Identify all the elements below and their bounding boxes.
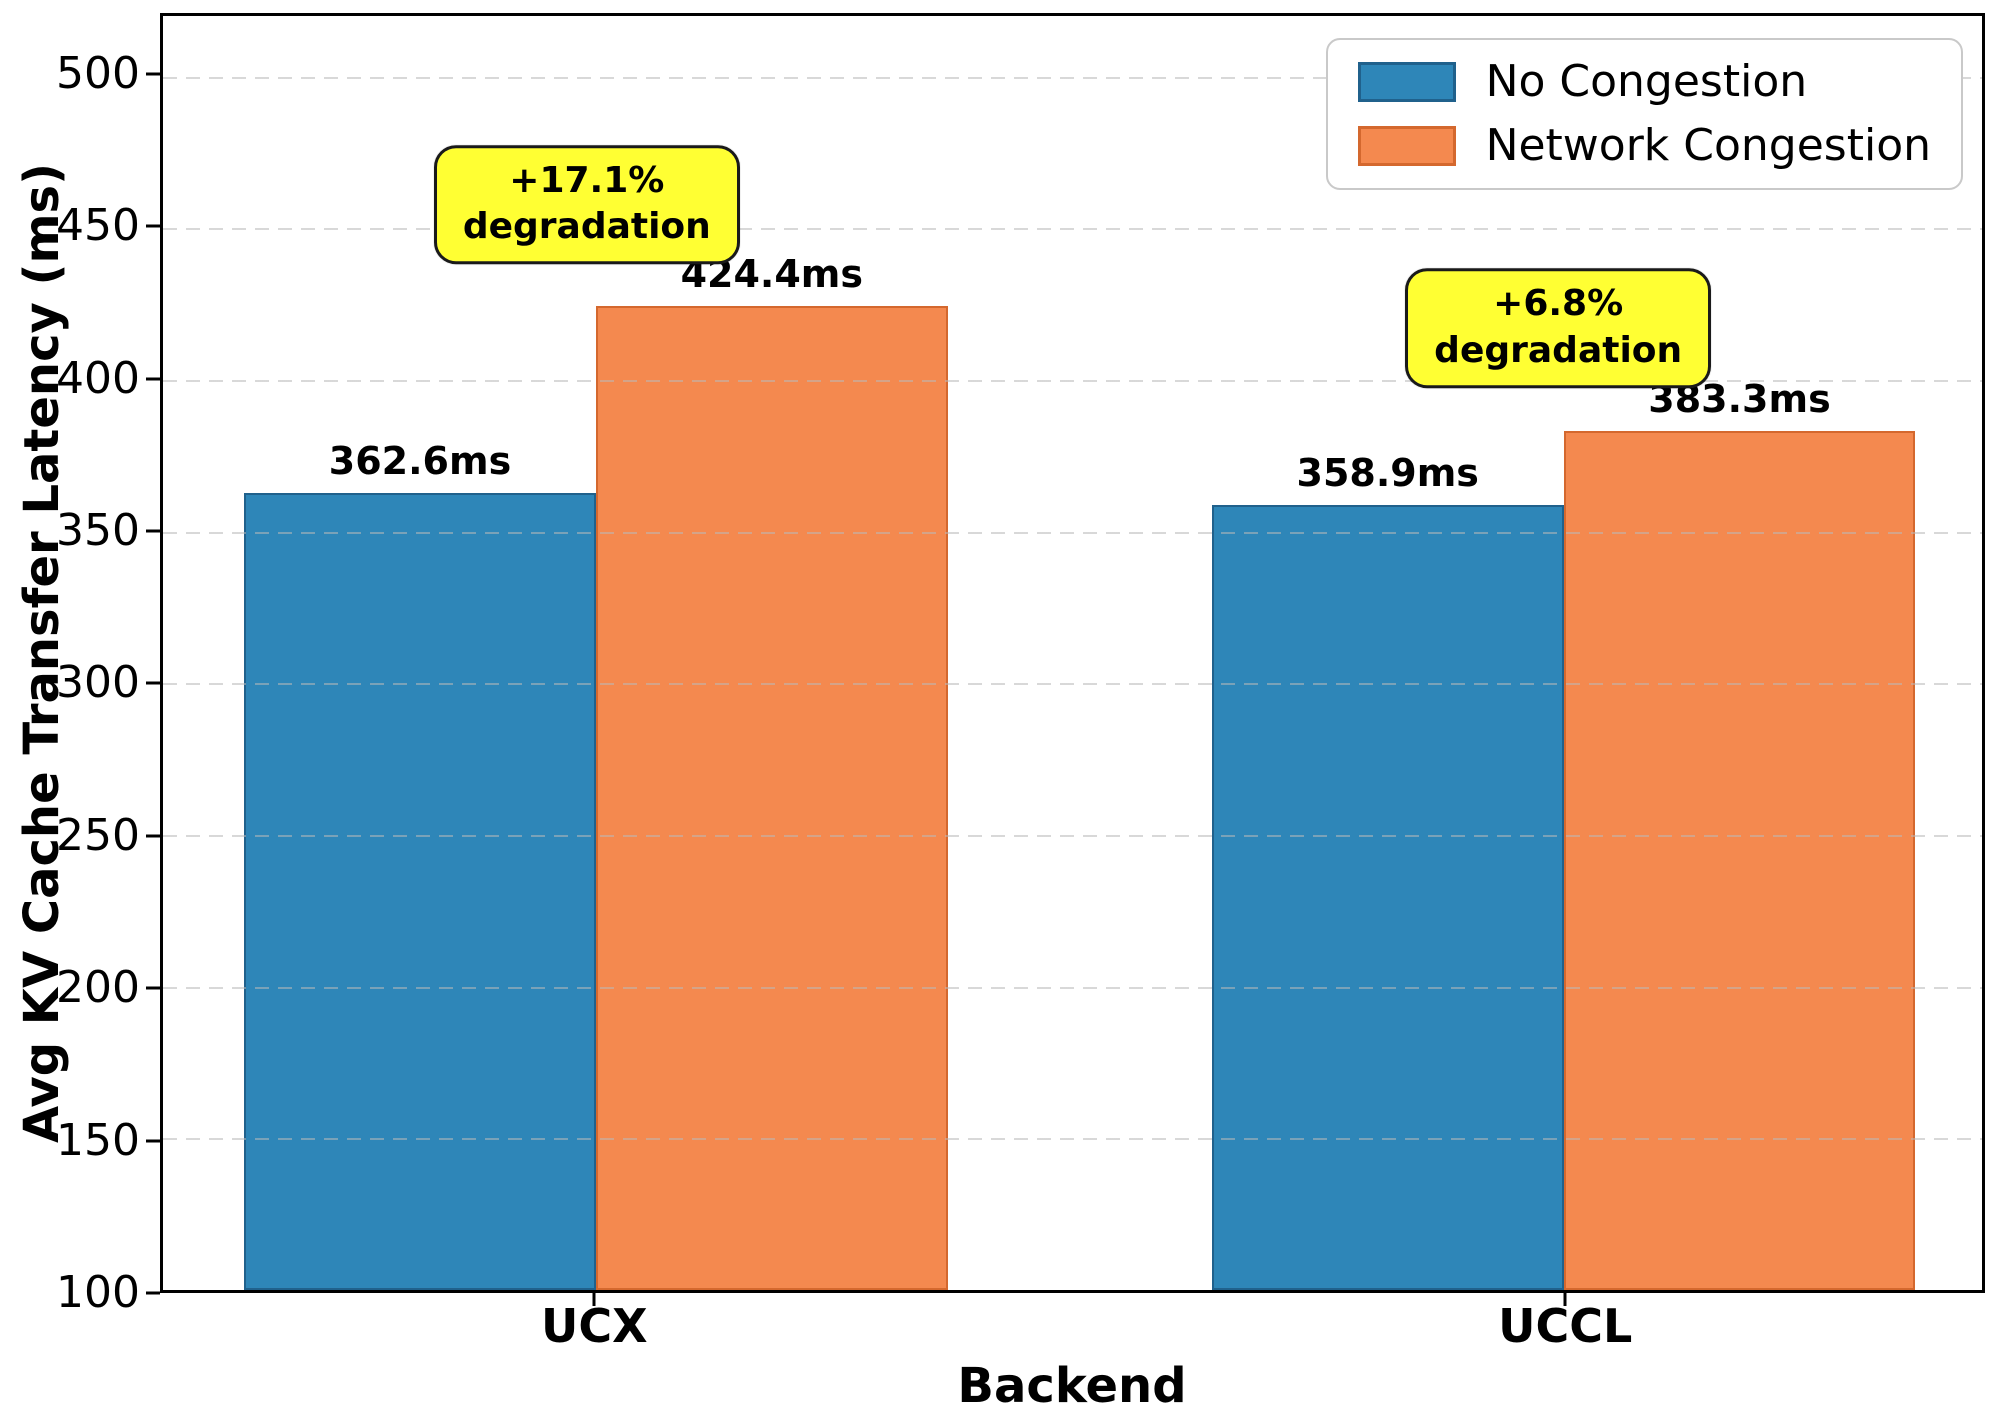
gridline xyxy=(163,683,1982,686)
x-tick-mark xyxy=(592,1293,596,1306)
gridline xyxy=(163,76,1982,79)
bar-ucx-no-congestion xyxy=(244,493,596,1290)
y-tick-label: 450 xyxy=(56,200,140,252)
plot-area: 362.6ms 424.4ms 358.9ms 383.3ms +17.1% degrad… xyxy=(160,13,1985,1293)
y-tick-mark xyxy=(146,1291,160,1295)
annotation-percent: +6.8% xyxy=(1493,283,1624,325)
legend-item: No Congestion xyxy=(1357,56,1931,107)
x-tick-mark xyxy=(1563,1293,1567,1306)
legend-swatch xyxy=(1357,126,1456,166)
y-tick-mark xyxy=(146,72,160,76)
gridline xyxy=(163,228,1982,231)
y-tick-mark xyxy=(146,834,160,838)
y-tick-mark xyxy=(146,224,160,228)
y-tick-label: 300 xyxy=(56,657,140,709)
y-tick-mark xyxy=(146,986,160,990)
y-tick-label: 100 xyxy=(56,1267,140,1318)
y-tick-label: 350 xyxy=(56,505,140,557)
legend-item: Network Congestion xyxy=(1357,120,1931,171)
bar-value-label: 362.6ms xyxy=(328,439,512,484)
gridline xyxy=(163,986,1982,989)
y-tick-label: 200 xyxy=(56,962,140,1014)
x-axis-title: Backend xyxy=(957,1358,1187,1414)
bar-ucx-congestion xyxy=(595,306,948,1290)
bar-uccl-no-congestion xyxy=(1211,504,1564,1290)
bar-value-label: 358.9ms xyxy=(1296,450,1479,495)
y-tick-label: 250 xyxy=(56,809,140,861)
y-tick-mark xyxy=(146,681,160,685)
y-tick-mark xyxy=(146,529,160,533)
gridline xyxy=(163,380,1982,382)
legend-label: Network Congestion xyxy=(1485,120,1931,171)
legend-swatch xyxy=(1357,62,1456,102)
annotation-text: degradation xyxy=(1434,330,1683,372)
degradation-annotation: +6.8% degradation xyxy=(1405,268,1712,388)
bar-uccl-congestion xyxy=(1563,430,1916,1290)
y-tick-mark xyxy=(146,1139,160,1143)
y-tick-mark xyxy=(146,377,160,381)
legend-label: No Congestion xyxy=(1485,56,1808,107)
annotation-percent: +17.1% xyxy=(509,159,665,201)
gridline xyxy=(163,1138,1982,1141)
gridline xyxy=(163,835,1982,837)
y-tick-label: 400 xyxy=(56,352,140,404)
gridline xyxy=(163,531,1982,534)
annotation-text: degradation xyxy=(462,206,711,248)
legend: No Congestion Network Congestion xyxy=(1325,38,1963,190)
degradation-annotation: +17.1% degradation xyxy=(433,144,740,265)
x-tick-label: UCX xyxy=(541,1299,648,1353)
x-tick-label: UCCL xyxy=(1498,1299,1633,1353)
y-tick-label: 500 xyxy=(56,47,140,99)
y-tick-label: 150 xyxy=(56,1114,140,1166)
